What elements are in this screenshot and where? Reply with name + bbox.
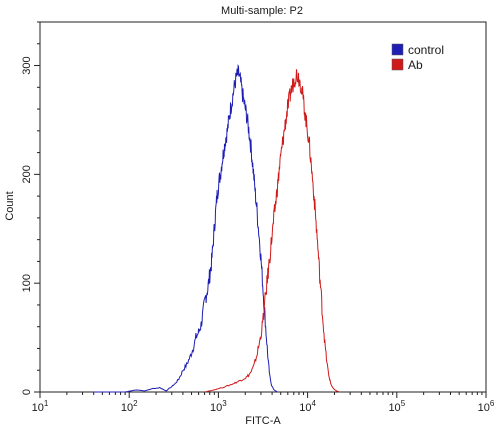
x-axis: 101 102 103 104 105 106 xyxy=(32,392,495,414)
y-tick-label: 300 xyxy=(21,56,33,74)
y-axis: 0 100 200 300 xyxy=(21,21,40,395)
legend-swatch-control xyxy=(391,43,404,56)
chart-title: Multi-sample: P2 xyxy=(221,5,303,17)
x-tick-label: 102 xyxy=(121,399,138,414)
legend-label-ab: Ab xyxy=(408,58,423,72)
x-tick-label: 103 xyxy=(210,399,227,414)
series-line-ab xyxy=(204,69,341,393)
y-tick-label: 100 xyxy=(21,274,33,292)
y-tick-label: 0 xyxy=(21,389,33,395)
x-tick-label: 104 xyxy=(299,399,316,414)
series-layer xyxy=(93,63,341,393)
x-axis-title: FITC-A xyxy=(245,415,281,427)
legend-swatch-ab xyxy=(391,58,404,71)
x-tick-label: 101 xyxy=(32,399,49,414)
x-tick-label: 105 xyxy=(388,399,405,414)
x-tick-label: 106 xyxy=(478,399,495,414)
legend-label-control: control xyxy=(408,43,444,57)
y-tick-label: 200 xyxy=(21,165,33,183)
y-axis-title: Count xyxy=(4,191,16,220)
series-line-control xyxy=(93,63,278,393)
plot-frame xyxy=(39,21,487,393)
